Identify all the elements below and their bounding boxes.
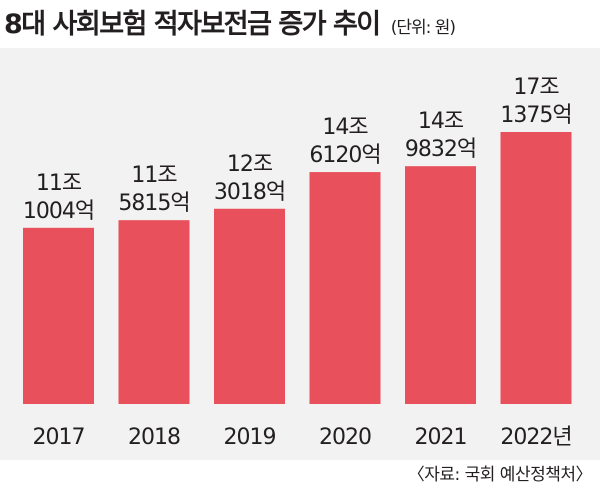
bar-2022년 <box>500 132 572 404</box>
x-tick-label: 2019 <box>224 425 276 450</box>
bar-2020 <box>309 172 381 404</box>
bar-2021 <box>405 166 476 404</box>
data-label-trillion: 14조 <box>322 115 368 140</box>
title-text: 8대 사회보험 적자보전금 증가 추이 <box>4 9 381 40</box>
x-tick-label: 2022년 <box>500 425 571 450</box>
chart-title: 8대 사회보험 적자보전금 증가 추이 (단위: 원) <box>4 2 456 48</box>
data-label-hundred-million: 3018억 <box>214 180 285 205</box>
bar-chart: 11조 1004억 2017 11조 5815억 2018 12조 3018억 2019 14조 6… <box>0 48 600 460</box>
data-label-hundred-million: 1375억 <box>500 103 571 128</box>
x-tick-label: 2021 <box>415 425 467 450</box>
x-tick-label: 2018 <box>128 425 180 450</box>
x-tick-label: 2020 <box>319 425 371 450</box>
data-label-trillion: 11조 <box>36 171 82 196</box>
data-label-hundred-million: 9832억 <box>405 137 476 162</box>
unit-text: (단위: 원) <box>390 18 456 38</box>
x-tick-label: 2017 <box>33 425 85 450</box>
data-label-trillion: 14조 <box>418 109 464 134</box>
data-label-hundred-million: 1004억 <box>23 199 94 224</box>
data-label-hundred-million: 6120억 <box>309 143 380 168</box>
bar-2019 <box>214 208 285 404</box>
bar-2018 <box>118 220 190 404</box>
data-label-trillion: 12조 <box>227 152 273 177</box>
data-label-trillion: 17조 <box>513 75 559 100</box>
source-note: 〈자료: 국회 예산정책처〉 <box>407 465 593 485</box>
data-label-trillion: 11조 <box>131 163 177 188</box>
bar-2017 <box>23 227 94 404</box>
data-label-hundred-million: 5815억 <box>118 191 189 216</box>
plot-area: 11조 1004억 2017 11조 5815억 2018 12조 3018억 2019 14조 6… <box>0 48 600 460</box>
